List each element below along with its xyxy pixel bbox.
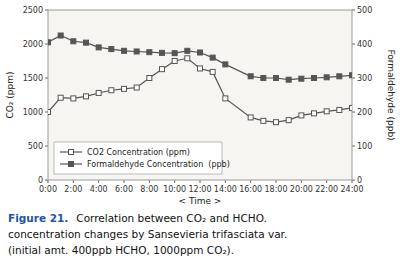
x-tick-label: 2:00	[64, 185, 82, 194]
series-line	[48, 58, 352, 122]
caption-text: (initial amt. 400ppb HCHO, 1000ppm CO₂).	[8, 244, 234, 256]
x-tick-label: 0:00	[39, 185, 57, 194]
point-marker	[172, 51, 177, 56]
point-marker	[274, 120, 279, 125]
y2-tick-label: 100	[357, 142, 372, 151]
y2-tick-label: 0	[357, 176, 362, 185]
y2-tick-label: 300	[357, 74, 372, 83]
point-marker	[185, 56, 190, 61]
point-marker	[286, 77, 291, 82]
y-tick-label: 0	[38, 176, 43, 185]
x-tick-label: 12:00	[188, 185, 211, 194]
x-tick-label: 6:00	[115, 185, 133, 194]
point-marker	[261, 118, 266, 123]
point-marker	[134, 49, 139, 54]
legend-label: Formaldehyde Concentration (ppb)	[87, 160, 230, 169]
point-marker	[134, 85, 139, 90]
point-marker	[248, 115, 253, 120]
point-marker	[84, 94, 89, 99]
point-marker	[109, 88, 114, 93]
point-marker	[248, 74, 253, 79]
point-marker	[223, 96, 228, 101]
point-marker	[261, 76, 266, 81]
point-marker	[58, 33, 63, 38]
point-marker	[160, 67, 165, 72]
point-marker	[185, 48, 190, 53]
x-axis-label: < Time >	[179, 196, 222, 206]
y2-axis-label: Formaldehyde (ppb)	[386, 49, 396, 140]
point-marker	[198, 50, 203, 55]
y-tick-label: 500	[28, 142, 43, 151]
y2-tick-label: 400	[357, 40, 372, 49]
point-marker	[324, 109, 329, 114]
x-tick-label: 24:00	[340, 185, 363, 194]
series-line	[48, 36, 352, 80]
x-tick-label: 14:00	[214, 185, 237, 194]
x-tick-label: 22:00	[315, 185, 338, 194]
legend-marker	[69, 162, 74, 167]
x-tick-label: 8:00	[140, 185, 158, 194]
point-marker	[350, 105, 353, 110]
caption-text: concentration changes by Sansevieria tri…	[8, 228, 287, 240]
caption-figure-number: Figure 21.	[8, 212, 68, 224]
caption-line: Figure 21. Correlation between CO₂ and HC…	[8, 212, 267, 224]
y-tick-label: 1500	[23, 74, 43, 83]
chart: 0:00 2:00 4:00 6:00 8:00 10:0012:0014:0016:00…	[0, 0, 400, 267]
point-marker	[286, 118, 291, 123]
point-marker	[122, 48, 127, 53]
y-tick-label: 2000	[23, 40, 43, 49]
plot-area	[48, 10, 352, 180]
point-marker	[96, 90, 101, 95]
legend-marker	[69, 150, 74, 155]
point-marker	[48, 110, 51, 115]
x-tick-label: 20:00	[290, 185, 313, 194]
legend-box	[54, 142, 222, 174]
point-marker	[210, 69, 215, 74]
point-marker	[337, 74, 342, 79]
y2-tick-label: 500	[357, 6, 372, 15]
point-marker	[71, 96, 76, 101]
point-marker	[122, 86, 127, 91]
point-marker	[274, 76, 279, 81]
point-marker	[312, 111, 317, 116]
point-marker	[147, 76, 152, 81]
point-marker	[71, 39, 76, 44]
series-group	[48, 33, 352, 125]
y2-tick-label: 200	[357, 108, 372, 117]
point-marker	[172, 59, 177, 64]
point-marker	[48, 40, 51, 45]
plot-frame	[48, 10, 352, 180]
point-marker	[324, 75, 329, 80]
point-marker	[337, 107, 342, 112]
x-tick-label: 10:00	[163, 185, 186, 194]
point-marker	[109, 47, 114, 52]
point-marker	[223, 62, 228, 67]
point-marker	[147, 50, 152, 55]
point-marker	[58, 95, 63, 100]
point-marker	[160, 50, 165, 55]
y-tick-label: 2500	[23, 6, 43, 15]
point-marker	[299, 113, 304, 118]
point-marker	[84, 40, 89, 45]
point-marker	[312, 76, 317, 81]
legend-label: CO2 Concentration (ppm)	[87, 148, 190, 157]
legend: CO2 Concentration (ppm) Formaldehyde Conc…	[54, 142, 230, 174]
caption-text: Correlation between CO₂ and HCHO.	[76, 212, 267, 224]
x-tick-label: 16:00	[239, 185, 262, 194]
point-marker	[96, 45, 101, 50]
y-axis-label: CO₂ (ppm)	[5, 71, 15, 118]
x-tick-label: 4:00	[90, 185, 108, 194]
point-marker	[210, 55, 215, 60]
point-marker	[198, 66, 203, 71]
point-marker	[350, 73, 353, 78]
y-tick-label: 1000	[23, 108, 43, 117]
point-marker	[299, 76, 304, 81]
x-tick-label: 18:00	[264, 185, 287, 194]
